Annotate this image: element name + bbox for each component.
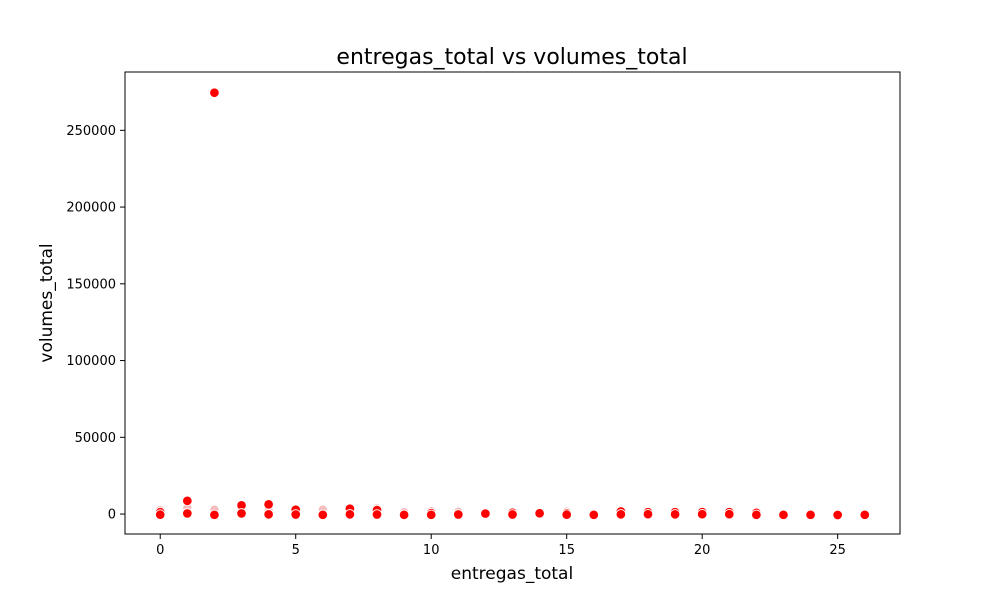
x-tick-label: 0 [156, 543, 164, 558]
x-axis-label: entregas_total [451, 564, 573, 584]
data-point [859, 509, 871, 521]
data-point [236, 508, 247, 519]
data-point [778, 509, 789, 521]
plot-frame [124, 71, 901, 535]
data-point [453, 509, 464, 520]
x-tick-label: 10 [423, 543, 440, 558]
data-point [480, 508, 491, 519]
data-point [534, 508, 545, 519]
points-group [154, 87, 871, 521]
y-tick-label: 200000 [66, 201, 116, 216]
data-point [425, 509, 437, 521]
data-point [832, 509, 843, 521]
data-point [615, 509, 627, 520]
data-point [724, 508, 735, 520]
data-point [154, 509, 166, 520]
y-tick-label: 50000 [75, 431, 116, 446]
data-point [182, 495, 193, 507]
data-point [344, 509, 356, 520]
plot-area [124, 71, 901, 535]
data-point [398, 509, 410, 521]
data-point [290, 509, 301, 520]
data-point [182, 508, 193, 519]
x-axis-ticks: 0 5 10 15 20 25 [156, 534, 846, 558]
data-point [507, 509, 518, 520]
data-point [371, 509, 383, 520]
data-point [561, 509, 572, 520]
data-point [588, 509, 600, 521]
data-point [263, 509, 274, 520]
y-tick-label: 100000 [66, 354, 116, 369]
data-point [696, 508, 708, 520]
x-tick-label: 20 [694, 543, 711, 558]
x-tick-label: 5 [292, 543, 300, 558]
data-point [751, 509, 762, 521]
y-tick-label: 150000 [66, 277, 116, 292]
data-point [669, 509, 681, 520]
data-point [642, 508, 654, 520]
x-tick-label: 15 [558, 543, 575, 558]
data-point [209, 87, 220, 98]
data-point [317, 509, 329, 521]
data-point [209, 509, 220, 521]
chart-title: entregas_total vs volumes_total [336, 45, 687, 70]
y-axis-label: volumes_total [37, 243, 57, 362]
y-tick-label: 0 [108, 508, 116, 523]
data-point [263, 499, 274, 510]
x-tick-label: 25 [829, 543, 846, 558]
y-tick-label: 250000 [66, 124, 116, 139]
y-axis-ticks: 0 50000 100000 150000 200000 250000 [66, 124, 125, 523]
data-point [805, 509, 816, 521]
